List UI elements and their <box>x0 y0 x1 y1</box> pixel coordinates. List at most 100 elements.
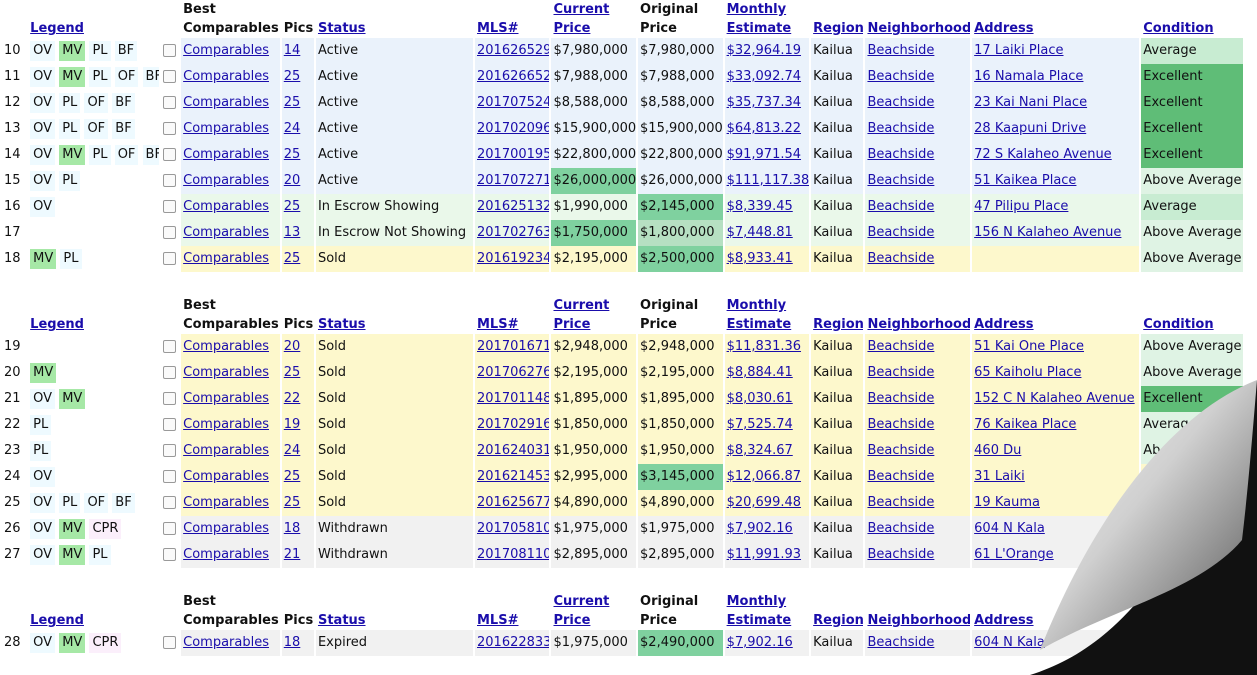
comparables-link[interactable]: Comparables <box>183 417 269 432</box>
mls-link[interactable]: 201707271 <box>477 173 550 188</box>
neighborhood-link[interactable]: Beachside <box>867 365 935 380</box>
header-monthly[interactable]: Monthly <box>726 298 787 313</box>
pics-link[interactable]: 25 <box>283 251 301 266</box>
neighborhood-link[interactable]: Beachside <box>867 443 935 458</box>
mls-link[interactable]: 201706276 <box>477 365 550 380</box>
header-current[interactable]: Current <box>553 594 610 609</box>
monthly-estimate-link[interactable]: $91,971.54 <box>726 147 802 162</box>
mls-link[interactable]: 201705810 <box>477 521 550 536</box>
select-checkbox[interactable] <box>163 548 177 561</box>
comparables-link[interactable]: Comparables <box>183 43 269 58</box>
comparables-link[interactable]: Comparables <box>183 547 269 562</box>
address-link[interactable]: 76 Kaikea Place <box>974 417 1077 432</box>
monthly-estimate-link[interactable]: $20,699.48 <box>726 495 802 510</box>
select-checkbox[interactable] <box>163 366 177 379</box>
pics-link[interactable]: 25 <box>283 199 301 214</box>
select-checkbox[interactable] <box>163 444 177 457</box>
comparables-link[interactable]: Comparables <box>183 443 269 458</box>
address-link[interactable]: 72 S Kalaheo Avenue <box>974 147 1112 162</box>
address-link[interactable]: 23 Kai Nani Place <box>974 95 1088 110</box>
select-checkbox[interactable] <box>163 122 177 135</box>
select-checkbox[interactable] <box>163 392 177 405</box>
pics-link[interactable]: 13 <box>283 225 301 240</box>
monthly-estimate-link[interactable]: $111,117.38 <box>726 173 810 188</box>
neighborhood-link[interactable]: Beachside <box>867 251 935 266</box>
address-link[interactable]: 51 Kaikea Place <box>974 173 1077 188</box>
select-checkbox[interactable] <box>163 340 177 353</box>
select-checkbox[interactable] <box>163 522 177 535</box>
monthly-estimate-link[interactable]: $64,813.22 <box>726 121 802 136</box>
header-neighborhood[interactable]: Neighborhood <box>867 317 971 332</box>
monthly-estimate-link[interactable]: $11,831.36 <box>726 339 802 354</box>
select-checkbox[interactable] <box>163 470 177 483</box>
comparables-link[interactable]: Comparables <box>183 69 269 84</box>
header-current[interactable]: Current <box>553 298 610 313</box>
select-checkbox[interactable] <box>163 636 177 649</box>
monthly-estimate-link[interactable]: $33,092.74 <box>726 69 802 84</box>
select-checkbox[interactable] <box>163 418 177 431</box>
header-estimate[interactable]: Estimate <box>726 317 792 332</box>
header-status[interactable]: Status <box>317 21 366 36</box>
pics-link[interactable]: 21 <box>283 547 301 562</box>
select-checkbox[interactable] <box>163 252 177 265</box>
select-checkbox[interactable] <box>163 148 177 161</box>
header-mls[interactable]: MLS# <box>477 613 519 628</box>
header-mls[interactable]: MLS# <box>477 21 519 36</box>
neighborhood-link[interactable]: Beachside <box>867 469 935 484</box>
monthly-estimate-link[interactable]: $35,737.34 <box>726 95 802 110</box>
header-condition[interactable]: Condition <box>1143 317 1214 332</box>
comparables-link[interactable]: Comparables <box>183 173 269 188</box>
header-estimate[interactable]: Estimate <box>726 613 792 628</box>
select-checkbox[interactable] <box>163 200 177 213</box>
monthly-estimate-link[interactable]: $7,448.81 <box>726 225 793 240</box>
comparables-link[interactable]: Comparables <box>183 121 269 136</box>
mls-link[interactable]: 201701148 <box>477 391 550 406</box>
monthly-estimate-link[interactable]: $8,933.41 <box>726 251 793 266</box>
mls-link[interactable]: 201624031 <box>477 443 550 458</box>
pics-link[interactable]: 25 <box>283 469 301 484</box>
comparables-link[interactable]: Comparables <box>183 635 269 650</box>
mls-link[interactable]: 201702763 <box>477 225 550 240</box>
pics-link[interactable]: 20 <box>283 339 301 354</box>
header-address[interactable]: Address <box>974 613 1034 628</box>
pics-link[interactable]: 22 <box>283 391 301 406</box>
neighborhood-link[interactable]: Beachside <box>867 173 935 188</box>
neighborhood-link[interactable]: Beachside <box>867 339 935 354</box>
neighborhood-link[interactable]: Beachside <box>867 43 935 58</box>
pics-link[interactable]: 25 <box>283 95 301 110</box>
address-link[interactable]: 65 Kaiholu Place <box>974 365 1082 380</box>
header-monthly[interactable]: Monthly <box>726 594 787 609</box>
monthly-estimate-link[interactable]: $8,884.41 <box>726 365 793 380</box>
header-neighborhood[interactable]: Neighborhood <box>867 613 971 628</box>
mls-link[interactable]: 201626529 <box>477 43 550 58</box>
monthly-estimate-link[interactable]: $8,324.67 <box>726 443 793 458</box>
header-condition[interactable]: Condition <box>1143 21 1214 36</box>
pics-link[interactable]: 24 <box>283 443 301 458</box>
comparables-link[interactable]: Comparables <box>183 521 269 536</box>
monthly-estimate-link[interactable]: $7,902.16 <box>726 635 793 650</box>
address-link[interactable]: 16 Namala Place <box>974 69 1084 84</box>
select-checkbox[interactable] <box>163 70 177 83</box>
address-link[interactable]: 604 N Kala <box>974 635 1045 650</box>
mls-link[interactable]: 201702096 <box>477 121 550 136</box>
neighborhood-link[interactable]: Beachside <box>867 95 935 110</box>
pics-link[interactable]: 18 <box>283 635 301 650</box>
neighborhood-link[interactable]: Beachside <box>867 147 935 162</box>
header-legend[interactable]: Legend <box>30 613 84 628</box>
header-status[interactable]: Status <box>317 613 366 628</box>
address-link[interactable]: 28 Kaapuni Drive <box>974 121 1087 136</box>
neighborhood-link[interactable]: Beachside <box>867 521 935 536</box>
comparables-link[interactable]: Comparables <box>183 391 269 406</box>
address-link[interactable]: 51 Kai One Place <box>974 339 1085 354</box>
mls-link[interactable]: 201700195 <box>477 147 550 162</box>
address-link[interactable]: 152 C N Kalaheo Avenue <box>974 391 1135 406</box>
comparables-link[interactable]: Comparables <box>183 95 269 110</box>
mls-link[interactable]: 201701671 <box>477 339 550 354</box>
header-current2[interactable]: Price <box>553 613 591 628</box>
comparables-link[interactable]: Comparables <box>183 339 269 354</box>
address-link[interactable]: 47 Pilipu Place <box>974 199 1069 214</box>
select-checkbox[interactable] <box>163 44 177 57</box>
mls-link[interactable]: 201619234 <box>477 251 550 266</box>
address-link[interactable]: 604 N Kala <box>974 521 1045 536</box>
mls-link[interactable]: 201702916 <box>477 417 550 432</box>
